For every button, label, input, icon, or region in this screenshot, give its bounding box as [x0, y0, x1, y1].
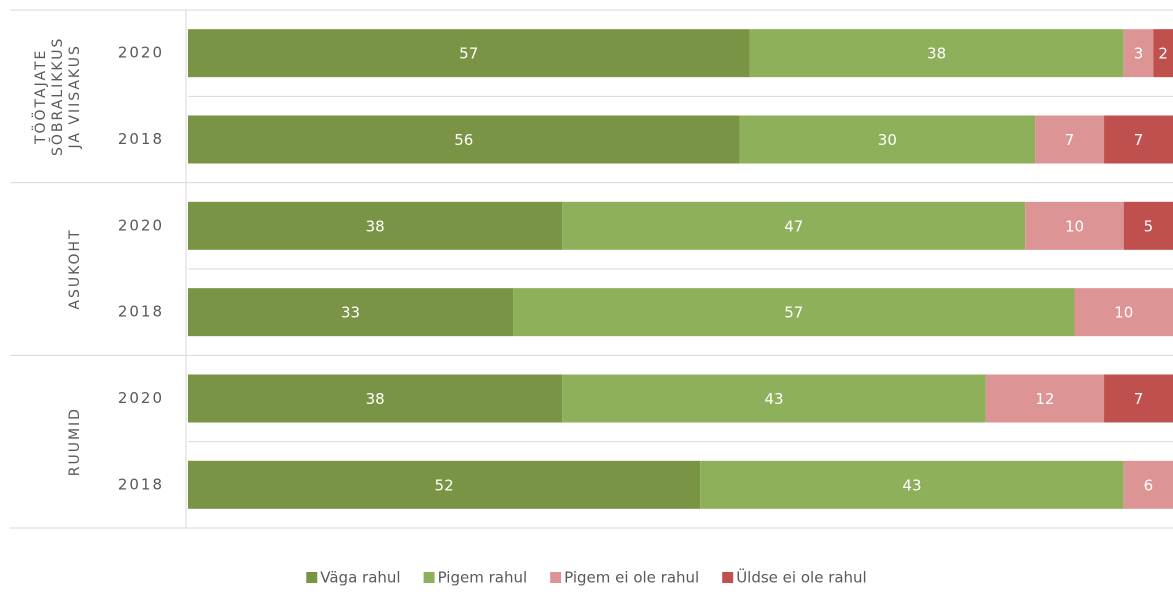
data-label: 3 [1134, 45, 1144, 63]
data-label: 57 [784, 304, 803, 322]
bar-segment [1153, 29, 1173, 78]
group-label: SÕBRALIKKUS [49, 37, 66, 156]
data-label: 12 [1035, 390, 1054, 408]
data-label: 38 [366, 217, 385, 235]
legend: Väga rahul Pigem rahul Pigem ei ole rahul Ü… [306, 568, 867, 587]
data-label: 57 [459, 45, 478, 63]
y-tick-label: 2018 [118, 130, 164, 148]
bar-segment [188, 115, 740, 164]
y-tick-label: 2020 [118, 44, 164, 62]
bar-segment [1123, 460, 1173, 509]
data-label: 2 [1158, 45, 1168, 63]
bar-segment [1025, 201, 1124, 250]
bar-segment [1035, 115, 1105, 164]
data-label: 30 [878, 131, 897, 149]
bar-segment [188, 374, 563, 423]
data-label: 38 [366, 390, 385, 408]
bar-segment [513, 288, 1075, 337]
bar-segment [739, 115, 1036, 164]
bar-segment [1104, 115, 1173, 164]
legend-swatch [550, 572, 562, 583]
bar-segment [1074, 288, 1173, 337]
bar-segment [188, 288, 514, 337]
bar-segment [749, 29, 1124, 78]
data-label: 10 [1114, 304, 1133, 322]
legend-swatch [423, 572, 435, 583]
bar-segment [1123, 29, 1154, 78]
y-tick-label: 2018 [118, 475, 164, 493]
group-label: JA VIISAKUS [67, 44, 83, 149]
bar-segment [985, 374, 1105, 423]
data-label: 43 [902, 476, 921, 494]
bar-segment [188, 29, 750, 78]
data-label: 7 [1065, 131, 1075, 149]
legend-label: Pigem rahul [438, 569, 528, 587]
data-label: 52 [435, 476, 454, 494]
legend-label: Väga rahul [320, 569, 400, 587]
bar-segment [188, 201, 563, 250]
bar-segment [188, 460, 701, 509]
bar-segment [1123, 201, 1173, 250]
legend-label: Üldse ei ole rahul [736, 568, 867, 587]
legend-swatch [306, 572, 318, 583]
data-label: 5 [1144, 217, 1154, 235]
legend-swatch [722, 572, 734, 583]
bar-segment [562, 374, 986, 423]
data-label: 47 [784, 217, 803, 235]
data-label: 7 [1134, 131, 1144, 149]
group-label: ASUKOHT [67, 228, 83, 309]
data-label: 7 [1134, 390, 1144, 408]
data-label: 38 [927, 45, 946, 63]
data-label: 56 [454, 131, 473, 149]
group-label: TÖÖTAJATE [31, 49, 49, 145]
y-tick-label: 2018 [118, 303, 164, 321]
bar-segment [700, 460, 1124, 509]
legend-label: Pigem ei ole rahul [564, 569, 699, 587]
data-label: 33 [341, 304, 360, 322]
data-label: 10 [1065, 217, 1084, 235]
data-label: 43 [765, 390, 784, 408]
y-tick-label: 2020 [118, 389, 164, 407]
y-tick-label: 2020 [118, 216, 164, 234]
bar-segment [1104, 374, 1173, 423]
group-label: RUUMID [67, 407, 83, 476]
data-label: 6 [1144, 476, 1154, 494]
bar-segment [562, 201, 1026, 250]
